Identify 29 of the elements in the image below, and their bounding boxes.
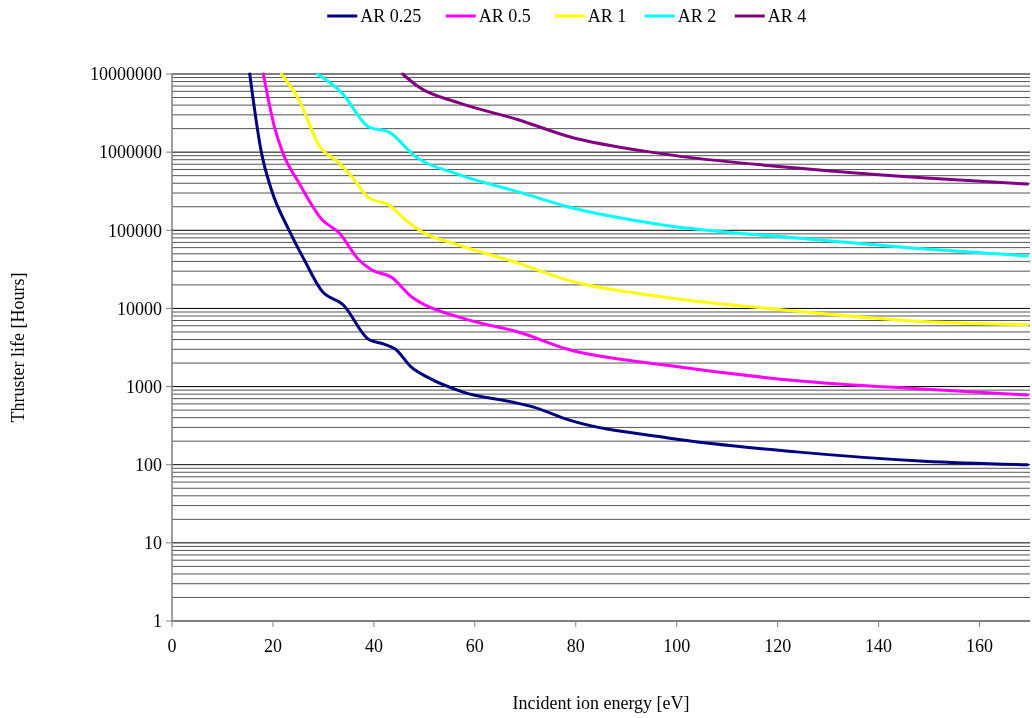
x-tick-label: 120 — [764, 636, 792, 656]
x-tick-label: 80 — [566, 636, 585, 656]
x-tick-label: 140 — [865, 636, 893, 656]
legend-label: AR 2 — [677, 6, 717, 26]
x-tick-label: 160 — [966, 636, 994, 656]
y-axis-title: Thruster life [Hours] — [8, 272, 28, 423]
x-tick-label: 0 — [167, 636, 177, 656]
line-series — [280, 72, 1029, 327]
y-tick-label: 10000 — [117, 298, 162, 319]
x-axis-title: Incident ion energy [eV] — [512, 693, 690, 713]
line-series — [261, 72, 1029, 397]
line-series — [315, 72, 1029, 258]
legend-label: AR 1 — [587, 6, 627, 26]
line-series — [248, 72, 1029, 467]
legend-label: AR 0.5 — [478, 6, 531, 26]
y-tick-label: 1000 — [126, 376, 162, 397]
x-tick-label: 100 — [663, 636, 691, 656]
y-tick-label: 100 — [135, 455, 162, 476]
legend-label: AR 0.25 — [360, 6, 422, 26]
x-tick-label: 40 — [364, 636, 383, 656]
line-series — [401, 72, 1029, 186]
y-tick-label: 1 — [153, 611, 162, 632]
legend-label: AR 4 — [767, 6, 807, 26]
x-tick-label: 20 — [263, 636, 282, 656]
x-tick-label: 60 — [465, 636, 484, 656]
y-tick-label: 1000000 — [99, 142, 162, 163]
y-tick-label: 10 — [144, 533, 162, 554]
y-tick-label: 100000 — [108, 220, 162, 241]
y-tick-label: 10000000 — [90, 64, 162, 85]
